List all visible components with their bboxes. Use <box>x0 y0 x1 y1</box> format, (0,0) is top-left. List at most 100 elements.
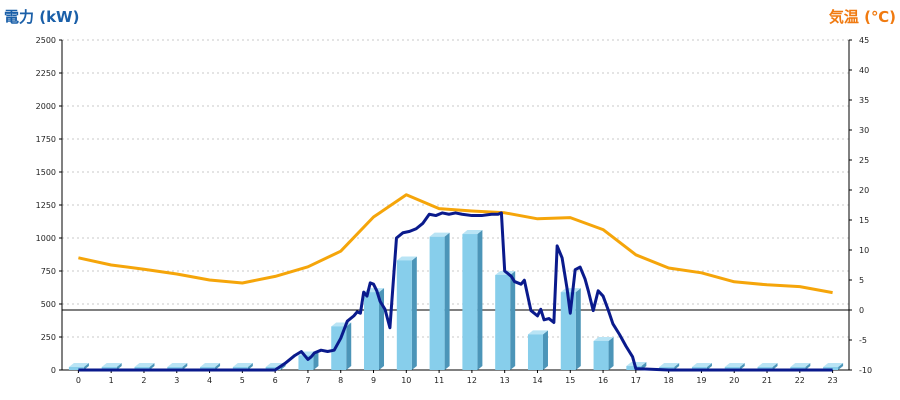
bar-top <box>101 363 122 367</box>
left-tick-label: 1750 <box>36 135 56 144</box>
x-tick-label: 9 <box>371 376 376 385</box>
bar-front <box>560 292 576 370</box>
right-tick-label: 25 <box>859 156 869 165</box>
bar-side <box>182 363 188 370</box>
bar-side <box>542 330 548 370</box>
power-bar <box>462 230 483 370</box>
bar-side <box>805 363 811 370</box>
power-bar <box>429 232 450 370</box>
x-tick-label: 22 <box>795 376 805 385</box>
bar-side <box>411 256 417 370</box>
left-tick-label: 500 <box>41 300 56 309</box>
power-bar <box>68 363 89 370</box>
left-tick-label: 2250 <box>36 69 56 78</box>
power-bar <box>331 322 352 370</box>
x-tick-label: 4 <box>207 376 212 385</box>
bar-side <box>739 363 745 370</box>
x-tick-label: 7 <box>305 376 310 385</box>
right-tick-label: 15 <box>859 216 869 225</box>
axes <box>59 39 852 373</box>
bar-side <box>444 232 450 370</box>
left-tick-label: 1250 <box>36 201 56 210</box>
power-bar <box>560 288 581 370</box>
bar-side <box>346 322 352 370</box>
left-tick-label: 0 <box>51 366 56 375</box>
x-tick-label: 14 <box>532 376 542 385</box>
x-tick-label: 5 <box>240 376 245 385</box>
bar-top <box>232 363 253 367</box>
left-tick-label: 2000 <box>36 102 56 111</box>
x-tick-label: 6 <box>273 376 278 385</box>
bar-side <box>116 363 122 370</box>
bar-top <box>691 363 712 367</box>
bar-front <box>527 334 543 370</box>
bar-top <box>462 230 483 235</box>
power-bars <box>68 230 844 370</box>
bar-top <box>527 330 548 335</box>
x-tick-label: 8 <box>338 376 343 385</box>
bar-side <box>674 363 680 370</box>
bar-front <box>593 340 609 370</box>
grid <box>62 39 849 338</box>
x-tick-label: 16 <box>598 376 608 385</box>
bar-side <box>149 363 155 370</box>
bar-front <box>364 292 380 370</box>
left-tick-label: 1000 <box>36 234 56 243</box>
bar-side <box>215 363 221 370</box>
bar-front <box>626 366 642 370</box>
x-tick-label: 3 <box>174 376 179 385</box>
left-tick-label: 250 <box>41 333 56 342</box>
bar-top <box>724 363 745 367</box>
bar-side <box>477 230 483 370</box>
bar-top <box>757 363 778 367</box>
bar-side <box>510 270 516 370</box>
bar-top <box>790 363 811 367</box>
left-tick-label: 750 <box>41 267 56 276</box>
right-tick-label: 5 <box>859 276 864 285</box>
right-tick-label: 30 <box>859 126 869 135</box>
power-bar <box>364 288 385 370</box>
bar-front <box>495 274 511 370</box>
left-tick-label: 1500 <box>36 168 56 177</box>
x-tick-label: 10 <box>401 376 411 385</box>
bar-front <box>396 260 412 370</box>
bar-front <box>462 234 478 370</box>
bar-side <box>247 363 253 370</box>
power-bar <box>593 336 614 370</box>
bar-top <box>429 232 450 237</box>
x-tick-label: 1 <box>109 376 114 385</box>
right-tick-label: -10 <box>859 366 872 375</box>
x-tick-label: 0 <box>76 376 81 385</box>
bar-side <box>608 336 614 370</box>
bar-top <box>134 363 155 367</box>
x-tick-label: 12 <box>467 376 477 385</box>
x-tick-label: 20 <box>729 376 739 385</box>
right-tick-label: 45 <box>859 36 869 45</box>
right-tick-label: 0 <box>859 306 864 315</box>
bar-side <box>379 288 385 370</box>
bar-side <box>575 288 581 370</box>
bar-top <box>167 363 188 367</box>
bar-front <box>429 236 445 370</box>
tick-labels: 02505007501000125015001750200022502500-1… <box>36 36 872 385</box>
bar-side <box>706 363 712 370</box>
x-tick-label: 11 <box>434 376 444 385</box>
power-line <box>78 211 833 372</box>
left-tick-label: 2500 <box>36 36 56 45</box>
x-tick-label: 23 <box>828 376 838 385</box>
power-bar <box>495 270 516 370</box>
power-bar <box>527 330 548 370</box>
bar-top <box>626 362 647 367</box>
right-tick-label: 20 <box>859 186 869 195</box>
lines <box>78 193 833 372</box>
x-tick-label: 19 <box>696 376 706 385</box>
right-tick-label: 40 <box>859 66 869 75</box>
right-axis-title: 気温 (℃) <box>829 8 896 26</box>
x-tick-label: 2 <box>141 376 146 385</box>
x-tick-label: 21 <box>762 376 772 385</box>
bar-top <box>396 256 417 261</box>
right-tick-label: 35 <box>859 96 869 105</box>
bar-top <box>593 336 614 341</box>
left-axis-title: 電力 (kW) <box>4 8 79 26</box>
